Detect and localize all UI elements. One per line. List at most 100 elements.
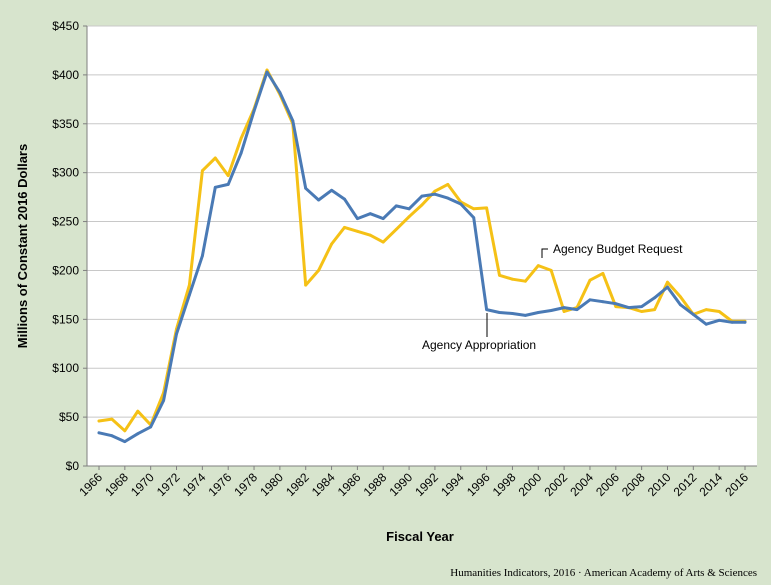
data-point-agency-budget-request [239,137,243,140]
data-point-agency-budget-request [511,277,514,281]
y-tick-label: $250 [52,215,79,229]
data-point-agency-appropriation [433,192,437,196]
y-tick-label: $0 [66,459,80,473]
data-point-agency-appropriation [317,198,320,202]
data-point-agency-budget-request [717,310,721,313]
y-tick-label: $300 [52,166,79,180]
x-tick-label: 2004 [567,470,596,499]
data-point-agency-budget-request [330,242,333,246]
source-credit: Humanities Indicators, 2016 · American A… [450,567,757,579]
data-point-agency-appropriation [330,188,333,192]
data-point-agency-budget-request [394,228,398,231]
data-point-agency-budget-request [317,269,320,272]
data-point-agency-budget-request [381,240,385,244]
data-point-agency-budget-request [433,189,437,193]
data-point-agency-budget-request [368,233,372,237]
data-point-agency-appropriation [666,285,669,289]
x-tick-label: 1988 [361,470,390,499]
x-tick-label: 2002 [541,470,570,499]
data-point-agency-appropriation [588,298,592,302]
data-point-agency-appropriation [498,311,501,314]
data-point-agency-budget-request [304,283,308,287]
data-point-agency-budget-request [524,279,527,283]
data-point-agency-appropriation [356,217,359,221]
data-point-agency-appropriation [291,119,295,123]
data-point-agency-appropriation [343,197,346,201]
data-point-agency-budget-request [549,269,553,272]
data-point-agency-appropriation [691,313,695,316]
data-point-agency-appropriation [278,91,282,94]
y-tick-label: $350 [52,117,79,131]
x-tick-label: 2010 [645,470,674,499]
data-point-agency-appropriation [381,217,385,221]
data-point-agency-appropriation [653,296,656,300]
data-point-agency-appropriation [394,204,398,208]
data-point-agency-appropriation [536,311,540,314]
data-point-agency-budget-request [420,203,424,207]
data-point-agency-budget-request [188,283,191,287]
data-point-agency-budget-request [614,305,618,308]
data-point-agency-appropriation [679,303,682,307]
x-tick-label: 2008 [619,470,648,499]
annotations: Agency Budget Request Agency Appropriati… [422,242,683,352]
data-point-agency-budget-request [704,308,708,311]
data-point-agency-budget-request [407,215,411,219]
data-point-agency-budget-request [136,409,140,413]
data-point-agency-appropriation [601,300,605,304]
data-point-agency-appropriation [704,322,708,326]
data-point-agency-appropriation [420,194,424,198]
data-point-agency-budget-request [356,229,359,233]
x-tick-label: 1992 [412,470,441,499]
x-tick-label: 1980 [257,470,286,499]
data-point-agency-budget-request [446,183,450,186]
data-point-agency-appropriation [136,432,140,436]
y-tick-label: $100 [52,361,79,375]
data-point-agency-budget-request [679,295,682,299]
x-tick-label: 1968 [102,470,131,499]
data-point-agency-appropriation [162,399,166,402]
x-tick-label: 1990 [386,470,415,499]
data-point-agency-appropriation [472,216,476,220]
y-axis-title: Millions of Constant 2016 Dollars [15,144,30,348]
x-tick-label: 1996 [464,470,493,499]
x-tick-label: 2006 [593,470,622,499]
data-point-agency-appropriation [730,320,734,324]
data-point-agency-budget-request [485,206,488,210]
request-annotation-label: Agency Budget Request [553,242,683,256]
y-tick-label: $150 [52,312,79,326]
data-point-agency-appropriation [97,431,101,435]
data-point-agency-appropriation [304,186,308,190]
data-point-agency-appropriation [239,151,243,155]
y-tick-label: $50 [59,410,79,424]
data-point-agency-appropriation [368,212,372,216]
data-point-agency-budget-request [666,280,669,284]
x-tick-label: 1966 [76,470,105,499]
data-point-agency-appropriation [640,305,643,308]
data-point-agency-budget-request [640,310,643,313]
data-point-agency-budget-request [110,417,114,421]
data-point-agency-appropriation [549,309,553,312]
x-tick-label: 2012 [671,470,700,499]
data-point-agency-appropriation [175,332,178,336]
data-point-agency-budget-request [498,273,501,277]
data-point-agency-budget-request [536,264,540,267]
x-tick-label: 1970 [128,470,157,499]
x-tick-labels: 1966196819701972197419761978198019821984… [76,466,751,499]
data-point-agency-appropriation [524,314,527,317]
series-lines [97,68,747,444]
data-point-agency-budget-request [97,419,101,423]
data-point-agency-budget-request [343,226,346,229]
x-tick-label: 2000 [516,470,545,499]
x-axis-title: Fiscal Year [386,529,454,544]
data-point-agency-appropriation [614,302,618,306]
plot-area [87,26,757,466]
x-tick-label: 1974 [180,470,209,499]
data-point-agency-budget-request [213,156,217,160]
x-tick-label: 1998 [490,470,519,499]
data-point-agency-appropriation [575,308,579,311]
data-point-agency-appropriation [407,207,411,211]
data-point-agency-appropriation [459,202,463,206]
y-tick-labels: $0 $50 $100 $150 $200 $250 $300 $350 $400 $450 [52,19,87,473]
y-tick-label: $450 [52,19,79,33]
x-tick-label: 1982 [283,470,312,499]
